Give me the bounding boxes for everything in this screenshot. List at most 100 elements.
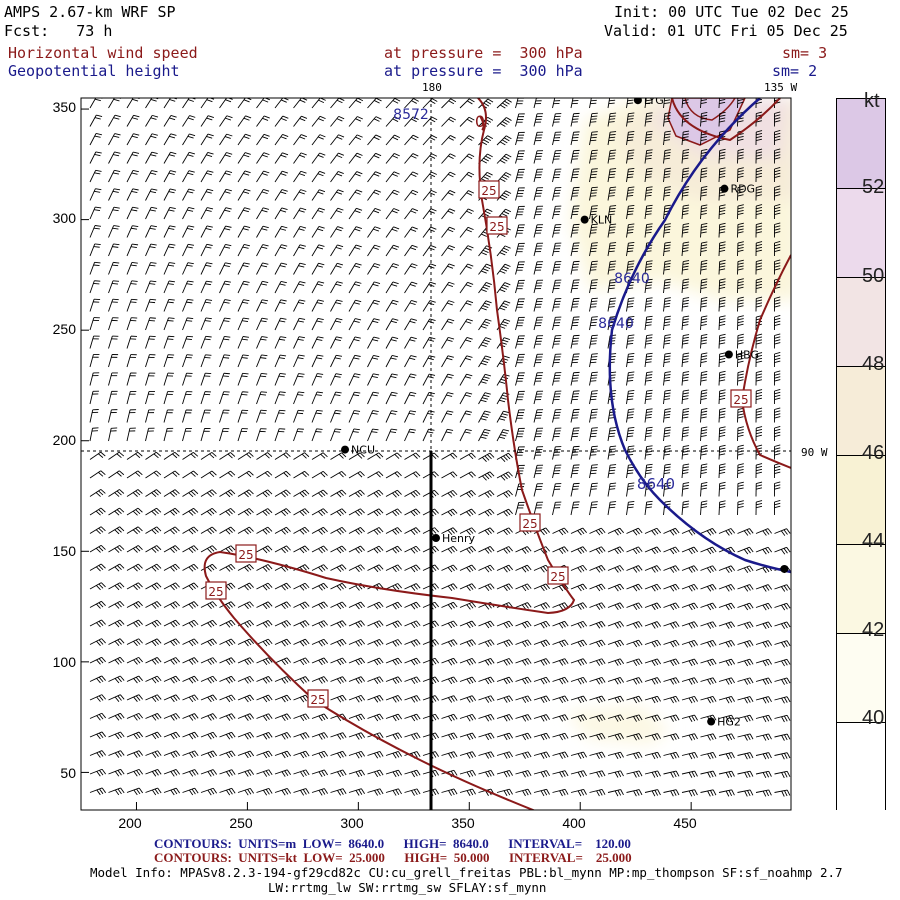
wind-barb <box>145 280 157 294</box>
wind-barb <box>737 463 744 479</box>
wind-barb <box>145 298 157 312</box>
wind-barb <box>163 280 175 294</box>
wind-barb <box>182 335 194 349</box>
wind-barb <box>348 262 362 275</box>
wind-barb <box>681 334 690 349</box>
wind-barb <box>367 354 380 368</box>
wind-barb <box>644 112 653 127</box>
wind-barb <box>589 131 598 146</box>
wind-barb <box>496 471 513 481</box>
wind-barb <box>404 639 421 647</box>
wind-barb <box>552 187 562 201</box>
wind-barb <box>237 470 254 479</box>
wind-barb <box>459 392 473 405</box>
wind-barb <box>163 563 180 572</box>
wind-barb <box>496 117 512 127</box>
wind-barb <box>533 788 550 797</box>
wind-barb <box>126 262 138 275</box>
wind-barb <box>385 788 402 796</box>
wind-barb <box>626 695 643 704</box>
wind-barb <box>145 601 162 609</box>
wind-barb <box>626 658 643 666</box>
wind-barb <box>533 602 551 610</box>
wind-barb <box>404 601 421 610</box>
wind-barb <box>515 353 525 368</box>
wind-barb <box>644 130 653 146</box>
wind-barb <box>126 298 138 312</box>
wind-barb <box>774 602 791 611</box>
wind-barb <box>441 208 456 220</box>
wind-barb <box>663 583 680 592</box>
wind-barb <box>348 171 363 183</box>
wind-barb <box>459 788 476 796</box>
wind-barb <box>737 789 754 797</box>
wind-barb <box>348 620 366 628</box>
wind-barb <box>459 695 477 703</box>
wind-barb <box>274 713 292 721</box>
wind-barb <box>163 545 180 553</box>
wind-barb <box>459 300 474 312</box>
wind-barb <box>89 694 106 702</box>
wind-barb <box>256 170 270 183</box>
wind-barb <box>533 298 544 312</box>
wind-barb <box>681 639 699 648</box>
wind-barb <box>607 205 617 220</box>
wind-barb <box>515 501 525 516</box>
wind-barb <box>552 464 562 479</box>
wind-barb <box>515 639 532 648</box>
wind-barb <box>626 677 643 685</box>
wind-barb <box>644 546 662 555</box>
wind-barb <box>274 676 292 684</box>
wind-barb <box>663 334 671 349</box>
wind-barb <box>607 501 617 516</box>
wind-barb <box>644 565 662 573</box>
x-tick-label: 400 <box>562 815 586 831</box>
wind-barb <box>478 318 492 331</box>
wind-barb <box>311 226 325 238</box>
wind-barb <box>108 470 125 479</box>
wind-barb <box>348 152 363 164</box>
wind-barb <box>737 733 754 741</box>
wind-barb <box>200 335 212 349</box>
wind-barb <box>182 582 199 591</box>
wind-barb <box>404 281 418 294</box>
wind-barb <box>108 188 121 201</box>
wind-barb <box>404 263 418 275</box>
wind-barb <box>626 371 635 386</box>
wind-barb <box>515 187 525 201</box>
wind-barb <box>348 750 366 759</box>
wind-barb <box>644 167 653 183</box>
wind-barb <box>552 788 569 797</box>
wind-barb <box>459 676 477 685</box>
wind-barb <box>330 391 342 405</box>
wind-barb <box>404 471 421 479</box>
wind-barb <box>737 621 754 629</box>
wind-barb <box>589 677 606 685</box>
wind-barb <box>385 299 399 312</box>
wind-barb <box>385 601 402 610</box>
wind-barb <box>496 770 513 778</box>
wind-barb <box>700 167 708 183</box>
wind-barb <box>552 770 569 778</box>
colorbar <box>836 98 886 811</box>
wind-barb <box>700 278 708 294</box>
wind-barb <box>293 489 310 498</box>
wind-barb <box>237 489 254 498</box>
wind-barb <box>681 621 699 629</box>
wind-barb <box>385 336 399 349</box>
wind-barb <box>700 565 717 573</box>
wind-barb <box>478 732 495 741</box>
wind-barb <box>663 751 680 760</box>
wind-barb <box>237 713 255 721</box>
wind-barb <box>108 390 118 405</box>
wind-barb <box>755 389 763 405</box>
wind-barb <box>182 563 199 572</box>
wind-barb <box>700 528 717 536</box>
wind-barb <box>274 115 289 127</box>
wind-barb <box>737 696 754 704</box>
wind-barb <box>404 244 418 257</box>
wind-barb <box>348 428 360 442</box>
wind-barb <box>774 714 791 723</box>
wind-barb <box>237 694 255 703</box>
wind-barb <box>237 731 255 740</box>
